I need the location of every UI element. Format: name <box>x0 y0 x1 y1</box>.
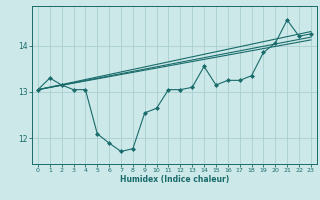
X-axis label: Humidex (Indice chaleur): Humidex (Indice chaleur) <box>120 175 229 184</box>
